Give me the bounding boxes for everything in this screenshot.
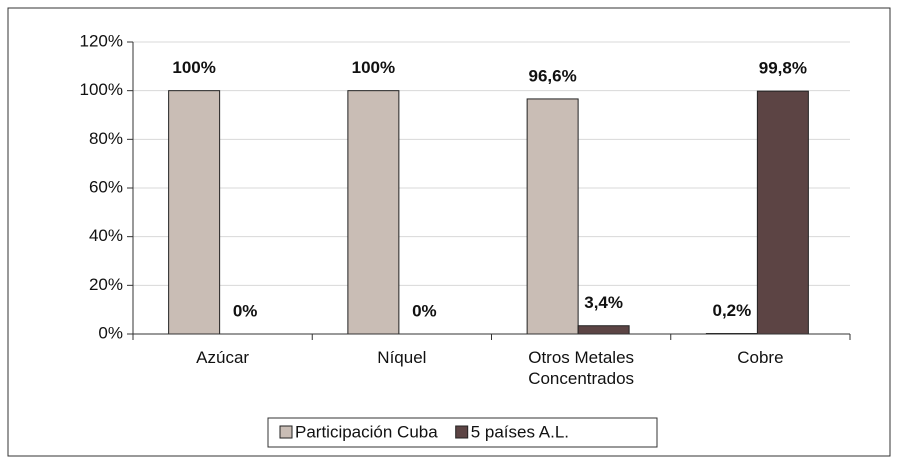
value-label: 0% — [412, 301, 437, 320]
y-tick-label: 0% — [98, 323, 123, 342]
value-label: 99,8% — [759, 59, 807, 78]
value-label: 0% — [233, 301, 258, 320]
y-tick-label: 20% — [89, 275, 123, 294]
legend: Participación Cuba 5 países A.L. — [267, 417, 658, 448]
y-tick-label: 80% — [89, 129, 123, 148]
value-label: 96,6% — [529, 66, 577, 85]
legend-swatch — [455, 425, 469, 439]
x-tick-label: Cobre — [737, 348, 784, 367]
bar — [577, 325, 630, 335]
value-label: 3,4% — [584, 293, 623, 312]
y-tick-label: 60% — [89, 177, 123, 196]
value-label: 0,2% — [713, 301, 752, 320]
bar — [347, 90, 400, 335]
x-tick-label: Otros Metales Concentrados — [528, 348, 635, 388]
y-tick-label: 40% — [89, 226, 123, 245]
frame — [7, 7, 891, 457]
x-tick-label: Níquel — [377, 348, 427, 367]
bar — [756, 90, 809, 335]
value-label: 100% — [352, 58, 395, 77]
y-tick-label: 120% — [80, 31, 123, 50]
legend-label: 5 países A.L. — [471, 422, 569, 441]
bar — [526, 98, 579, 335]
legend-label: Participación Cuba — [295, 422, 438, 441]
bar — [168, 90, 221, 335]
y-tick-label: 100% — [80, 80, 123, 99]
value-label: 100% — [172, 58, 215, 77]
x-tick-label: Azúcar — [196, 348, 250, 367]
legend-swatch — [279, 425, 293, 439]
